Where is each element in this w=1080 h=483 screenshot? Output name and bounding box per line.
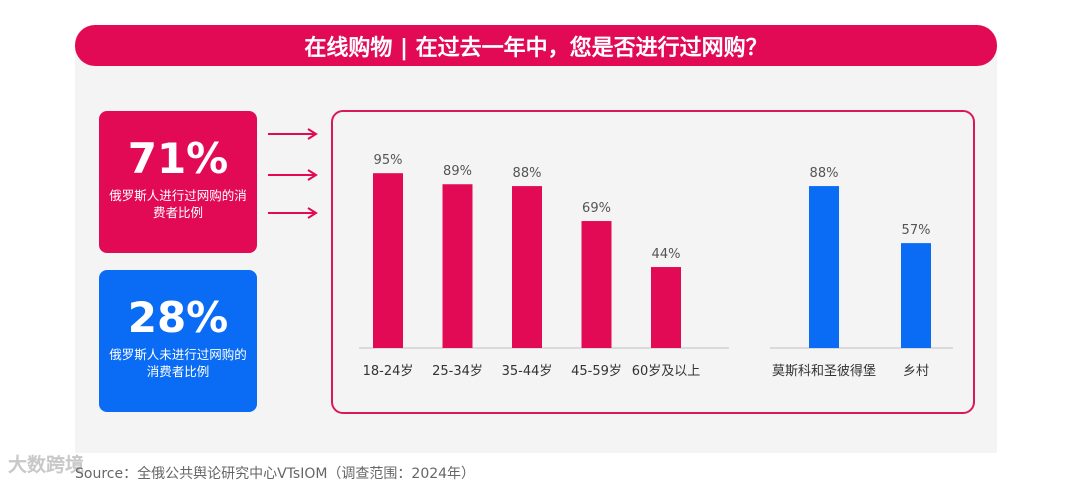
bar-value-label: 88% — [513, 166, 542, 181]
page-title-text: 在线购物 | 在过去一年中，您是否进行过网购？ — [304, 35, 768, 61]
chart-bar — [442, 184, 473, 348]
x-tick-label: 莫斯科和圣彼得堡 — [772, 363, 876, 379]
chart-bar — [651, 267, 681, 348]
watermark-logo: 大数跨境 — [8, 454, 85, 476]
x-tick-label: 25-34岁 — [432, 364, 483, 379]
chart-bar — [581, 221, 612, 348]
bar-value-label: 95% — [374, 153, 403, 168]
arrow-right-icon — [268, 169, 318, 181]
x-tick-label: 45-59岁 — [571, 364, 622, 379]
stat-online-card: 71% 俄罗斯人进行过网购的消费者比例 — [99, 111, 257, 253]
bar-value-label: 44% — [652, 247, 681, 262]
chart-bar — [373, 173, 403, 348]
x-tick-label: 35-44岁 — [502, 364, 553, 379]
stat-offline-label: 俄罗斯人未进行过网购的消费者比例 — [109, 347, 247, 379]
chart-bar — [512, 186, 542, 348]
x-tick-label: 60岁及以上 — [632, 364, 701, 379]
chart-bar — [809, 186, 839, 348]
x-tick-label: 18-24岁 — [363, 364, 414, 379]
stat-offline-card: 28% 俄罗斯人未进行过网购的消费者比例 — [99, 270, 257, 412]
page-title: 在线购物 | 在过去一年中，您是否进行过网购？ — [75, 25, 997, 66]
bar-value-label: 57% — [902, 223, 931, 238]
chart-bar — [901, 243, 931, 348]
source-note: Source：全俄公共舆论研究中心VTsIOM（调查范围：2024年） — [75, 466, 476, 482]
bar-value-label: 69% — [582, 201, 611, 216]
stat-online-value: 71% — [127, 134, 229, 183]
bar-value-label: 88% — [810, 166, 839, 181]
stat-offline-value: 28% — [127, 293, 229, 342]
stat-online-label: 俄罗斯人进行过网购的消费者比例 — [109, 188, 247, 220]
arrow-right-icon — [268, 128, 318, 140]
bar-chart: 95% 18-24岁 89% 25-34岁 88% 35-44岁 69% 45-59岁 44% 6… — [359, 153, 953, 379]
chart-frame: 95% 18-24岁 89% 25-34岁 88% 35-44岁 69% 45-59岁 44% 6… — [331, 110, 975, 414]
x-tick-label: 乡村 — [903, 364, 929, 379]
bar-value-label: 89% — [443, 164, 472, 179]
arrow-right-icon — [268, 207, 318, 219]
